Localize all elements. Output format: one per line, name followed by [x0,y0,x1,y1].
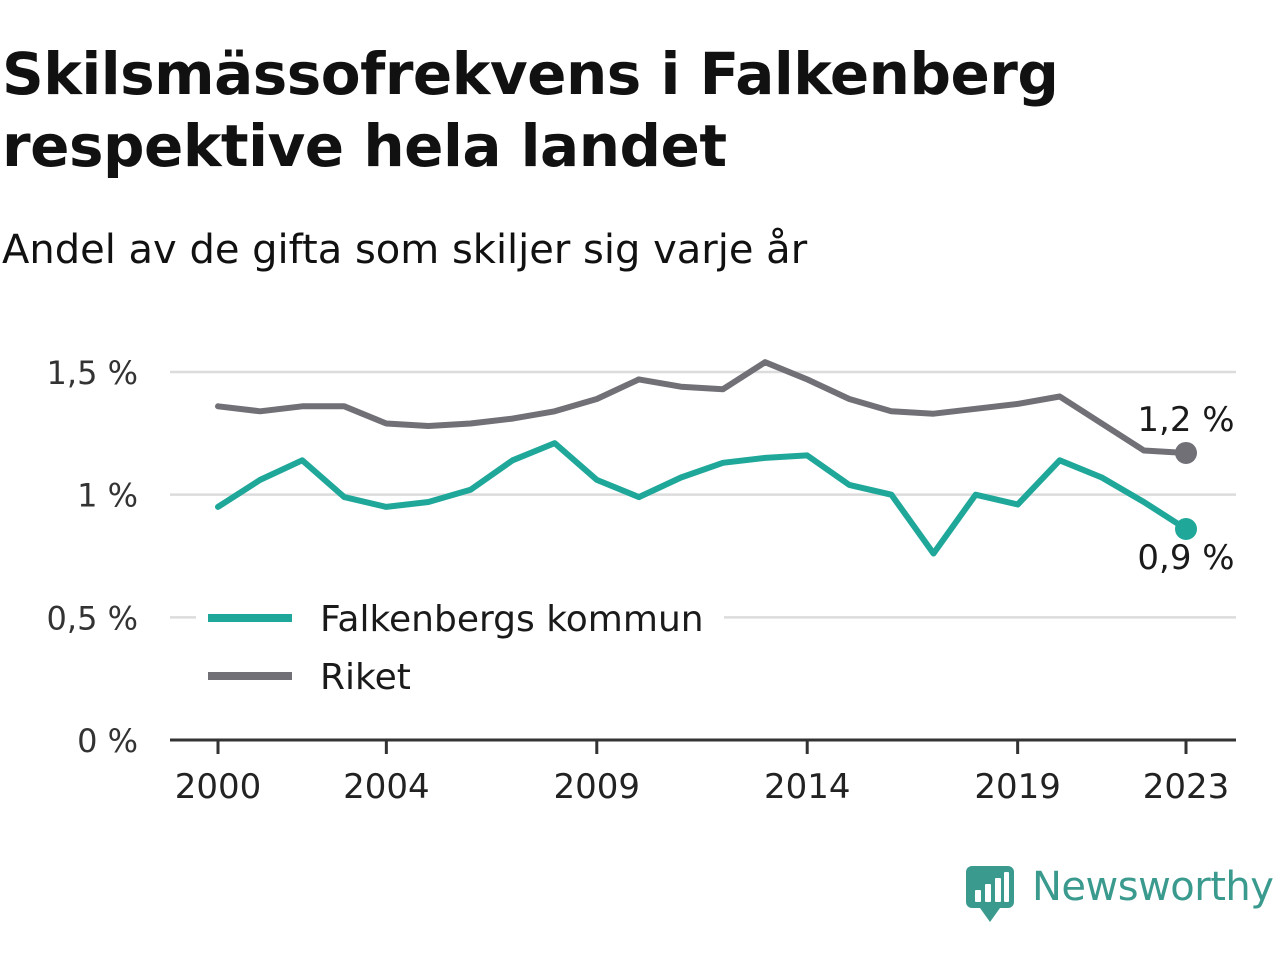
x-axis: 2000 2004 2009 2014 2019 2023 [170,738,1236,807]
legend-label: Riket [320,657,411,698]
end-value-label: 0,9 % [1137,538,1234,578]
brand-name: Newsworthy [1032,864,1274,910]
legend-label: Falkenbergs kommun [320,599,704,640]
chart-title: Skilsmässofrekvens i Falkenberg respekti… [2,40,1059,180]
x-tick-label: 2000 [175,767,262,807]
x-tick-label: 2004 [343,767,430,807]
end-point [1175,518,1197,541]
newsworthy-logo-icon [966,866,1014,922]
x-tick-label: 2023 [1143,767,1230,807]
y-tick-label: 1,5 % [47,354,138,392]
y-tick-label: 1 % [77,477,138,515]
series-line [215,359,1189,456]
end-point [1175,441,1197,464]
y-tick-label: 0 % [77,722,138,760]
x-tick-label: 2014 [764,767,851,807]
chart-subtitle: Andel av de gifta som skiljer sig varje … [2,227,808,273]
end-value-label: 1,2 % [1137,400,1234,440]
x-tick-label: 2019 [974,767,1061,807]
series-line [215,440,1189,557]
x-tick-label: 2009 [554,767,641,807]
y-axis-ticks: 0 % 0,5 % 1 % 1,5 % [47,354,138,760]
legend: Falkenbergs kommun Riket [196,590,724,698]
series-lines: 0,9 % 1,2 % [215,359,1235,578]
y-tick-label: 0,5 % [47,599,138,637]
